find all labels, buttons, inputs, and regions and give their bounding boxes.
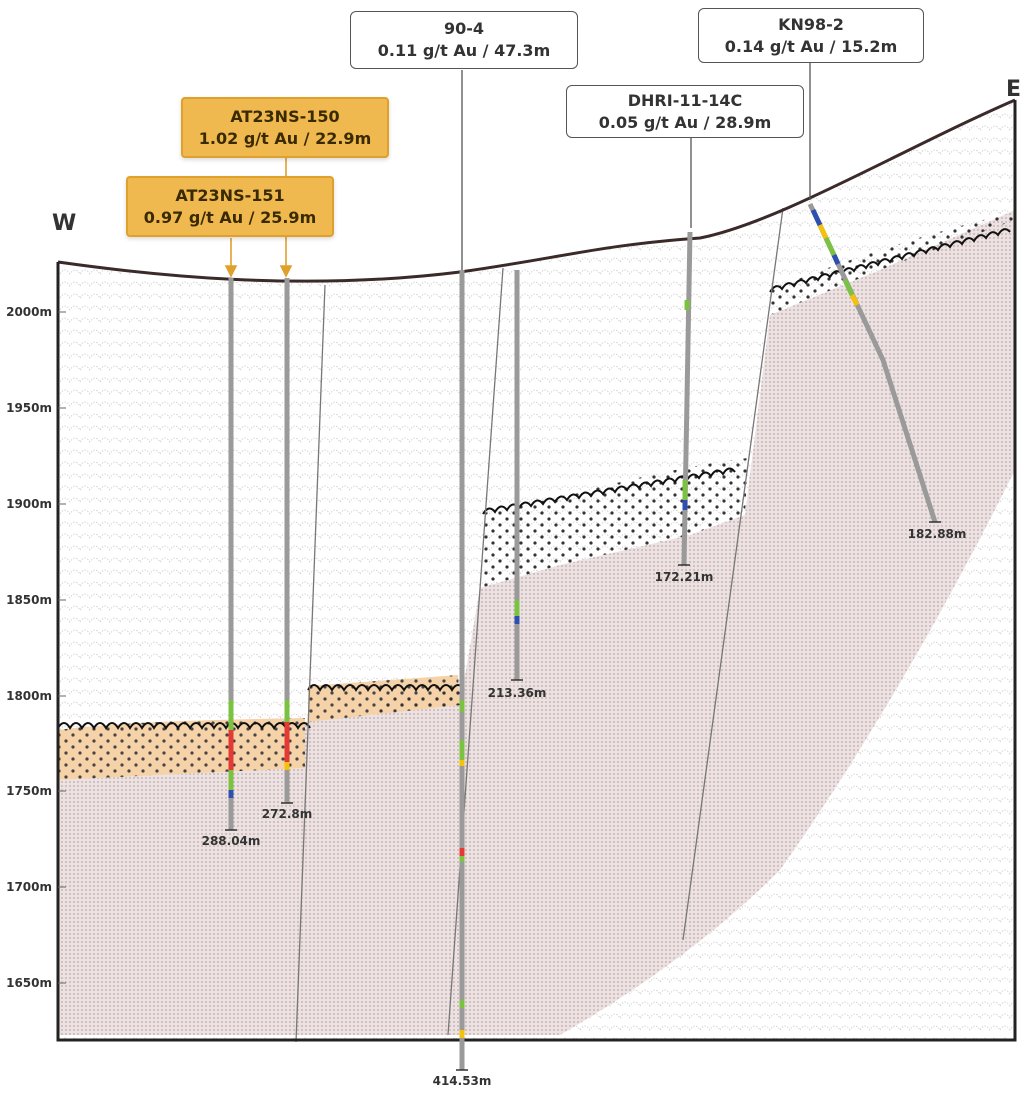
unconformity-mid: [482, 467, 736, 515]
elevation-labels: 2000m 1950m 1900m 1850m 1800m 1750m 1700…: [6, 305, 52, 990]
hole-id: 90-4: [443, 19, 485, 38]
callout-leaders: [461, 62, 811, 270]
section-frame: [56, 100, 1017, 1042]
depth-label-DHRI-11-14C: 172.21m: [655, 570, 714, 584]
east-label: E: [1006, 77, 1021, 102]
drill-hole-213: [511, 270, 523, 681]
elevation-label: 2000m: [6, 305, 52, 319]
hole-grade: 0.97 g/t Au / 25.9m: [143, 208, 317, 227]
unconformity-left: [57, 722, 311, 730]
elevation-label: 1700m: [6, 880, 52, 894]
elevation-label: 1750m: [6, 784, 52, 798]
hole-id: AT23NS-150: [230, 107, 340, 126]
depth-label-AT23NS-150: 272.8m: [262, 807, 312, 821]
hole-grade: 0.14 g/t Au / 15.2m: [724, 37, 898, 56]
drill-hole-KN98-2: [807, 202, 941, 523]
west-label: W: [52, 211, 76, 236]
elevation-label: 1800m: [6, 689, 52, 703]
elevation-label: 1900m: [6, 497, 52, 511]
hole-grade: 1.02 g/t Au / 22.9m: [198, 129, 372, 148]
callout-90-4: 90-4 0.11 g/t Au / 47.3m: [350, 11, 578, 69]
depth-label-213: 213.36m: [488, 686, 547, 700]
dotted-unit-mid: [480, 458, 748, 588]
depth-label-90-4: 414.53m: [433, 1074, 492, 1088]
drill-hole-90-4: [456, 270, 468, 1071]
orange-dotted-unit-left: [58, 718, 305, 780]
elevation-label: 1850m: [6, 593, 52, 607]
basement-unit: [58, 210, 1015, 1035]
hole-grade: 0.11 g/t Au / 47.3m: [377, 41, 551, 60]
unconformity-right: [769, 228, 1011, 293]
topography-line: [57, 98, 1016, 283]
faults: [295, 207, 784, 1043]
depth-label-KN98-2: 182.88m: [908, 527, 967, 541]
drill-hole-AT23NS-151: [225, 278, 237, 831]
callout-AT23NS-151: AT23NS-151 0.97 g/t Au / 25.9m: [126, 176, 334, 237]
dotted-unit-right: [770, 212, 1015, 315]
hole-id: AT23NS-151: [175, 186, 285, 205]
callout-DHRI-11-14C: DHRI-11-14C 0.05 g/t Au / 28.9m: [566, 85, 804, 138]
elevation-label: 1950m: [6, 401, 52, 415]
unconformity-mid-low: [307, 684, 465, 692]
hole-grade: 0.05 g/t Au / 28.9m: [598, 113, 772, 132]
elevation-label: 1650m: [6, 976, 52, 990]
elevation-ticks: [58, 311, 66, 984]
depth-label-AT23NS-151: 288.04m: [202, 834, 261, 848]
drill-hole-AT23NS-150: [281, 278, 293, 804]
hole-id: KN98-2: [778, 15, 844, 34]
callout-KN98-2: KN98-2 0.14 g/t Au / 15.2m: [698, 8, 924, 63]
drill-hole-DHRI-11-14C: [678, 231, 693, 566]
hole-id: DHRI-11-14C: [627, 91, 743, 110]
callout-AT23NS-150: AT23NS-150 1.02 g/t Au / 22.9m: [181, 97, 389, 158]
